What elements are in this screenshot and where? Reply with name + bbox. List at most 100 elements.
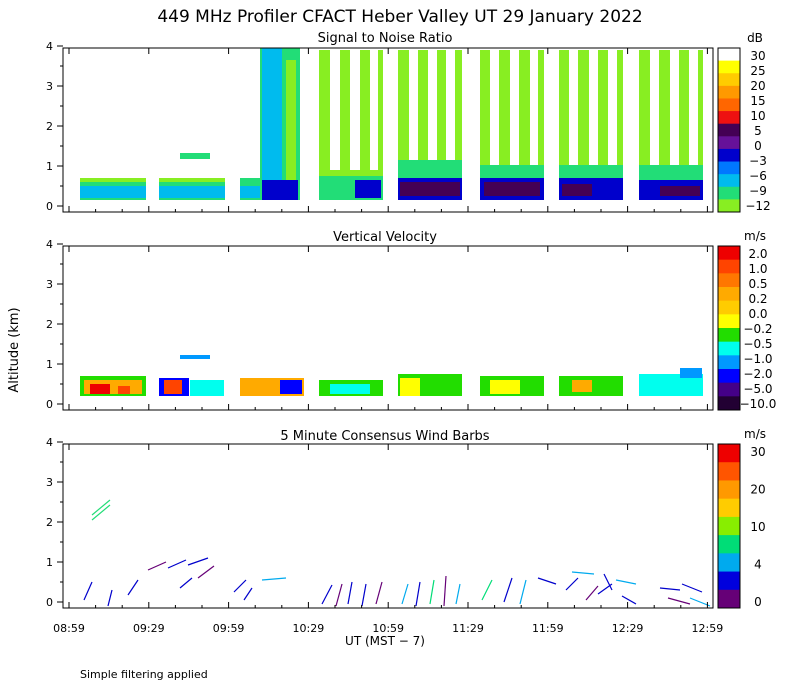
y-tick-label: 4: [46, 40, 53, 53]
x-tick-label: 08:59: [53, 622, 85, 635]
wind-barb: [233, 579, 247, 593]
velocity-segment: [240, 378, 304, 396]
velocity-segment: [559, 376, 623, 396]
velocity-panel-title: Vertical Velocity: [333, 230, 437, 245]
x-axis-label: UT (MST − 7): [345, 634, 425, 648]
colorbar-label: 20: [750, 79, 765, 93]
colorbar-swatch: [718, 273, 740, 288]
wind-barb: [415, 581, 421, 607]
wind-barb: [375, 581, 383, 605]
y-tick-label: 3: [46, 80, 53, 93]
wind-barb: [615, 579, 637, 585]
wind-barb: [147, 561, 167, 571]
wind-barb: [565, 577, 579, 591]
colorbar-label: −2.0: [743, 367, 772, 381]
y-tick-label: 0: [46, 398, 53, 411]
colorbar-label: 10: [750, 520, 765, 534]
wind-barb: [321, 584, 333, 605]
colorbar-swatch: [718, 259, 740, 274]
snr-segment: [319, 50, 383, 200]
wind-barb: [167, 559, 187, 569]
colorbar-label: 0.0: [748, 307, 767, 321]
colorbar-label: −5.0: [743, 382, 772, 396]
snr-segment: [159, 153, 225, 200]
wind-barb: [681, 583, 703, 593]
velocity-segment: [480, 376, 544, 396]
wind-barb: [261, 577, 287, 581]
wind-panel-title: 5 Minute Consensus Wind Barbs: [280, 429, 489, 444]
axes-layer: 0 1 2 3 4 0 1 2 3 4 0 1 2 3 4 08:59 09:29 09:59 10:29 10:59…: [46, 40, 723, 635]
x-tick-label: 12:59: [692, 622, 724, 635]
velocity-segment: [319, 380, 383, 396]
colorbar-label: 25: [750, 64, 765, 78]
wind-panel: 5 Minute Consensus Wind Barbs: [62, 429, 714, 609]
footnote: Simple filtering applied: [80, 668, 208, 681]
y-tick-label: 2: [46, 120, 53, 133]
wind-barb: [689, 597, 711, 607]
snr-segment: [398, 50, 462, 200]
colorbar-swatch: [718, 341, 740, 356]
colorbar-swatch: [718, 314, 740, 329]
colorbar-swatch: [718, 444, 740, 463]
colorbar-label: 30: [750, 445, 765, 459]
wind-barb: [621, 595, 637, 605]
y-tick-label: 1: [46, 160, 53, 173]
y-tick-label: 2: [46, 318, 53, 331]
colorbar-swatch: [718, 148, 740, 163]
x-tick-label: 11:59: [532, 622, 564, 635]
wind-barb: [585, 585, 599, 601]
wind-frame: [62, 443, 714, 609]
colorbar-label: 1.0: [748, 262, 767, 276]
x-tick-label: 09:59: [213, 622, 245, 635]
colorbar-unit: dB: [747, 31, 763, 45]
colorbar-swatch: [718, 246, 740, 261]
y-tick-label: 3: [46, 476, 53, 489]
colorbar-label: 10: [750, 109, 765, 123]
colorbar-unit: m/s: [744, 427, 766, 441]
colorbar-label: −6: [749, 169, 767, 183]
wind-barb: [429, 579, 435, 605]
wind-barb: [503, 577, 513, 603]
colorbar-swatch: [718, 60, 740, 74]
colorbar-label: 15: [750, 94, 765, 108]
colorbar-label: −1.0: [743, 352, 772, 366]
colorbar-label: 2.0: [748, 247, 767, 261]
colorbar-swatch: [718, 85, 740, 99]
colorbar-frame: [717, 245, 741, 411]
colorbar-swatch: [718, 111, 740, 125]
wind-barb: [347, 581, 353, 605]
snr-segment: [260, 48, 300, 200]
x-tick-label: 12:29: [612, 622, 644, 635]
wind-barb: [519, 579, 527, 605]
colorbar-label: −10.0: [740, 397, 777, 411]
colorbar-label: 20: [750, 483, 765, 497]
colorbar-swatch: [718, 186, 740, 200]
colorbar-swatch: [718, 161, 740, 175]
snr-panel-title: Signal to Noise Ratio: [318, 31, 453, 46]
velocity-panel: Vertical Velocity: [62, 230, 714, 411]
wind-barb: [179, 577, 193, 589]
colorbar-label: 0: [754, 595, 762, 609]
wind-barb: [603, 573, 613, 591]
x-tick-label: 10:29: [293, 622, 325, 635]
y-tick-label: 2: [46, 516, 53, 529]
colorbar-label: 5: [754, 124, 762, 138]
colorbar-label: 4: [754, 558, 762, 572]
colorbar-swatch: [718, 48, 740, 62]
wind-barb: [401, 583, 409, 605]
wind-barb: [107, 589, 113, 607]
wind-barb: [187, 557, 209, 566]
colorbar-swatch: [718, 462, 740, 481]
velocity-segment: [398, 374, 462, 396]
velocity-plot-area: [80, 355, 703, 396]
colorbar-label: −3: [749, 154, 767, 168]
wind-barb: [443, 575, 447, 607]
colorbar-label: −0.2: [743, 322, 772, 336]
colorbar-label: −0.5: [743, 337, 772, 351]
y-tick-label: 1: [46, 358, 53, 371]
wind-barb: [571, 571, 595, 575]
colorbar-swatch: [718, 136, 740, 150]
y-tick-label: 0: [46, 200, 53, 213]
wind-barb: [455, 583, 461, 605]
